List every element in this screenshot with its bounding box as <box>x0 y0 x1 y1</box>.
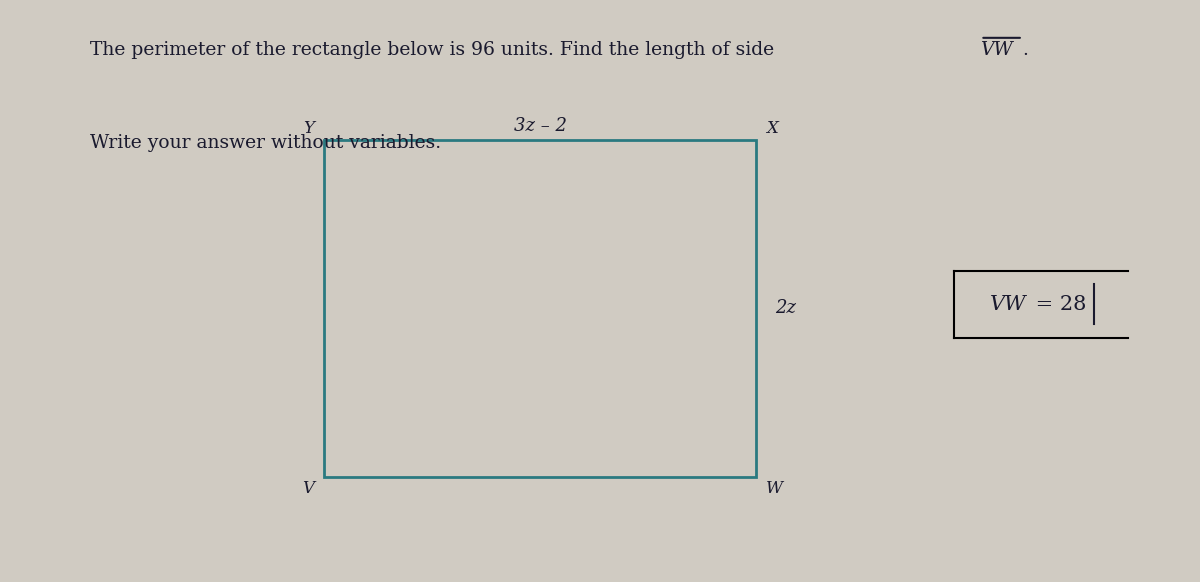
Text: W: W <box>766 480 782 497</box>
Text: V: V <box>302 480 314 497</box>
Bar <box>324 140 756 477</box>
Text: Write your answer without variables.: Write your answer without variables. <box>90 134 442 152</box>
Text: 2z: 2z <box>775 300 797 317</box>
Text: 3z – 2: 3z – 2 <box>514 117 566 135</box>
Text: VW: VW <box>980 41 1013 59</box>
Text: Y: Y <box>304 120 314 137</box>
Text: X: X <box>766 120 778 137</box>
Text: The perimeter of the rectangle below is 96 units. Find the length of side: The perimeter of the rectangle below is … <box>90 41 780 59</box>
Text: .: . <box>1022 41 1028 59</box>
Text: VW: VW <box>990 294 1026 314</box>
Text: = 28: = 28 <box>1028 294 1086 314</box>
